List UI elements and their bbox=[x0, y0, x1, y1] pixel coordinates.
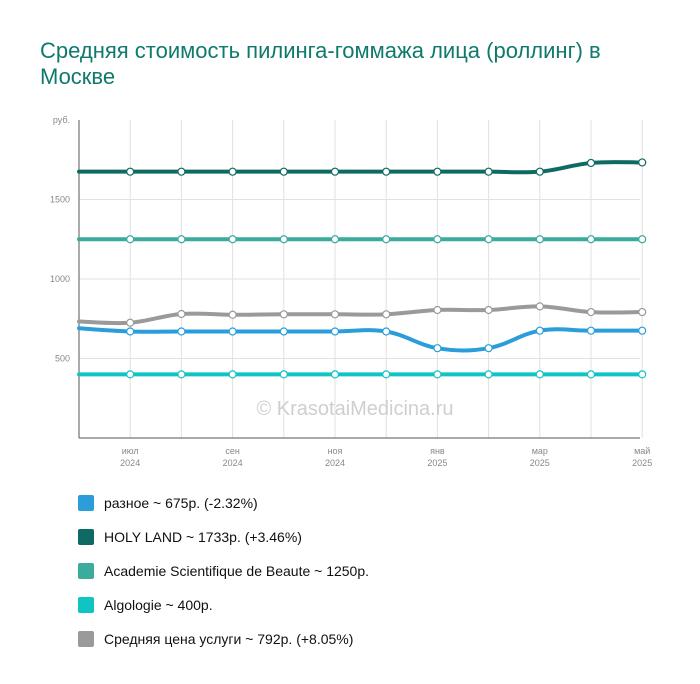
data-point[interactable] bbox=[638, 158, 647, 167]
data-point[interactable] bbox=[535, 370, 544, 379]
data-point[interactable] bbox=[177, 327, 186, 336]
data-point[interactable] bbox=[638, 326, 647, 335]
data-point[interactable] bbox=[330, 370, 340, 379]
data-point[interactable] bbox=[638, 370, 647, 379]
series-line bbox=[77, 160, 645, 175]
data-point[interactable] bbox=[382, 310, 391, 319]
data-point[interactable] bbox=[330, 167, 340, 176]
data-point[interactable] bbox=[126, 167, 135, 176]
x-tick-year: 2024 bbox=[223, 458, 243, 468]
data-point[interactable] bbox=[330, 235, 340, 244]
data-point[interactable] bbox=[535, 235, 544, 244]
data-point[interactable] bbox=[484, 235, 493, 244]
x-tick-month: мар bbox=[532, 446, 548, 456]
watermark: © KrasotaiMedicina.ru bbox=[256, 398, 453, 420]
chart-title: Средняя стоимость пилинга-гоммажа лица (… bbox=[40, 38, 601, 89]
y-tick-label: 1500 bbox=[50, 195, 70, 205]
x-tick-month: май bbox=[634, 446, 650, 456]
data-point[interactable] bbox=[279, 310, 288, 319]
data-point[interactable] bbox=[177, 235, 186, 244]
legend-label: Algologie ~ 400р. bbox=[104, 597, 213, 613]
data-point[interactable] bbox=[586, 307, 596, 317]
legend-label: Academie Scientifique de Beaute ~ 1250р. bbox=[104, 563, 370, 579]
series-line bbox=[77, 304, 645, 326]
legend-item[interactable]: Algologie ~ 400р. bbox=[78, 588, 369, 622]
data-point[interactable] bbox=[177, 309, 186, 319]
data-point[interactable] bbox=[126, 327, 135, 336]
data-point[interactable] bbox=[638, 235, 647, 244]
data-point[interactable] bbox=[330, 310, 340, 319]
data-point[interactable] bbox=[330, 327, 340, 336]
data-point[interactable] bbox=[638, 307, 647, 317]
data-point[interactable] bbox=[177, 370, 186, 379]
data-point[interactable] bbox=[382, 235, 391, 244]
data-point[interactable] bbox=[279, 167, 288, 176]
legend-swatch bbox=[78, 597, 94, 613]
legend-item[interactable]: HOLY LAND ~ 1733р. (+3.46%) bbox=[78, 520, 369, 554]
data-point[interactable] bbox=[586, 326, 596, 335]
data-point[interactable] bbox=[228, 235, 237, 244]
data-point[interactable] bbox=[228, 167, 237, 176]
data-point[interactable] bbox=[382, 327, 391, 336]
data-point[interactable] bbox=[126, 235, 135, 244]
x-tick-year: 2025 bbox=[530, 458, 550, 468]
legend-item[interactable]: Средняя цена услуги ~ 792р. (+8.05%) bbox=[78, 622, 369, 656]
legend-label: HOLY LAND ~ 1733р. (+3.46%) bbox=[104, 529, 302, 545]
x-tick-year: 2025 bbox=[427, 458, 447, 468]
data-point[interactable] bbox=[433, 344, 442, 353]
data-point[interactable] bbox=[433, 167, 442, 176]
data-point[interactable] bbox=[535, 326, 544, 335]
x-tick-month: ноя bbox=[328, 446, 343, 456]
x-tick-year: 2024 bbox=[325, 458, 345, 468]
chart-legend: разное ~ 675р. (-2.32%) HOLY LAND ~ 1733р… bbox=[78, 486, 369, 656]
data-point[interactable] bbox=[126, 370, 135, 379]
x-tick-month: янв bbox=[430, 446, 445, 456]
data-point[interactable] bbox=[228, 327, 237, 336]
data-point[interactable] bbox=[228, 310, 237, 319]
legend-label: разное ~ 675р. (-2.32%) bbox=[104, 495, 258, 511]
legend-swatch bbox=[78, 495, 94, 511]
data-point[interactable] bbox=[586, 370, 596, 379]
y-unit-label: руб. bbox=[53, 115, 70, 125]
data-point[interactable] bbox=[535, 167, 544, 176]
x-tick-month: сен bbox=[225, 446, 240, 456]
y-tick-label: 1000 bbox=[50, 274, 70, 284]
data-point[interactable] bbox=[177, 167, 186, 176]
data-point[interactable] bbox=[228, 370, 237, 379]
x-tick-year: 2025 bbox=[632, 458, 652, 468]
data-point[interactable] bbox=[484, 305, 493, 315]
x-tick-month: июл bbox=[122, 446, 139, 456]
data-point[interactable] bbox=[433, 305, 442, 315]
legend-label: Средняя цена услуги ~ 792р. (+8.05%) bbox=[104, 631, 354, 647]
legend-swatch bbox=[78, 631, 94, 647]
data-point[interactable] bbox=[586, 235, 596, 244]
data-point[interactable] bbox=[433, 235, 442, 244]
data-point[interactable] bbox=[433, 370, 442, 379]
legend-item[interactable]: разное ~ 675р. (-2.32%) bbox=[78, 486, 369, 520]
series-line bbox=[77, 326, 645, 353]
data-point[interactable] bbox=[279, 235, 288, 244]
data-point[interactable] bbox=[484, 167, 493, 176]
data-point[interactable] bbox=[535, 302, 544, 311]
data-point[interactable] bbox=[382, 167, 391, 176]
legend-swatch bbox=[78, 529, 94, 545]
data-point[interactable] bbox=[484, 370, 493, 379]
x-tick-year: 2024 bbox=[120, 458, 140, 468]
legend-item[interactable]: Academie Scientifique de Beaute ~ 1250р. bbox=[78, 554, 369, 588]
y-tick-label: 500 bbox=[55, 354, 70, 364]
data-point[interactable] bbox=[484, 344, 493, 353]
data-point[interactable] bbox=[126, 318, 135, 327]
data-point[interactable] bbox=[382, 370, 391, 379]
data-point[interactable] bbox=[586, 158, 596, 168]
data-point[interactable] bbox=[279, 370, 288, 379]
legend-swatch bbox=[78, 563, 94, 579]
data-point[interactable] bbox=[279, 327, 288, 336]
